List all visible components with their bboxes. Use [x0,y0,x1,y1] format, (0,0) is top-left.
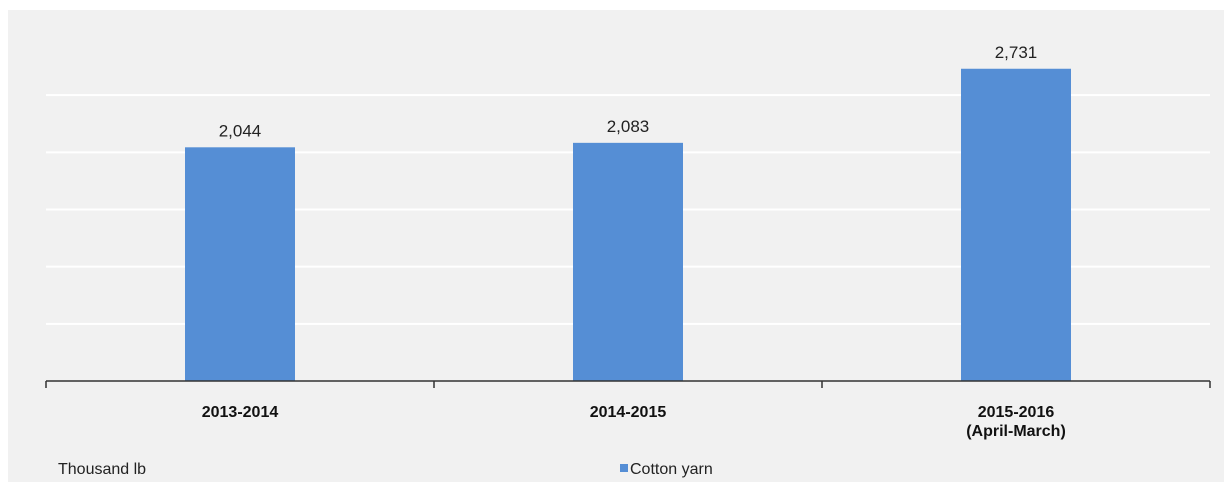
bar-2014-2015 [573,142,683,381]
legend-swatch [620,464,628,472]
unit-label: Thousand lb [58,461,146,478]
legend: Cotton yarn [620,461,713,478]
x-tick-label: 2013-2014 [202,404,279,421]
x-tick-label: 2014-2015 [590,404,667,421]
bar-2015-2016 [961,68,1071,381]
data-labels: 2,044 2,083 2,731 [219,43,1038,141]
x-axis: 2013-2014 2014-2015 2015-2016 (April-March) [45,380,1211,440]
x-tick-label: 2015-2016 [978,404,1055,421]
data-label: 2,731 [995,43,1038,62]
legend-label-cotton-yarn: Cotton yarn [630,461,713,478]
bar-2013-2014 [185,147,295,381]
data-label: 2,083 [607,117,650,136]
x-tick-label: (April-March) [966,423,1066,440]
bars [185,68,1071,381]
data-label: 2,044 [219,121,262,140]
